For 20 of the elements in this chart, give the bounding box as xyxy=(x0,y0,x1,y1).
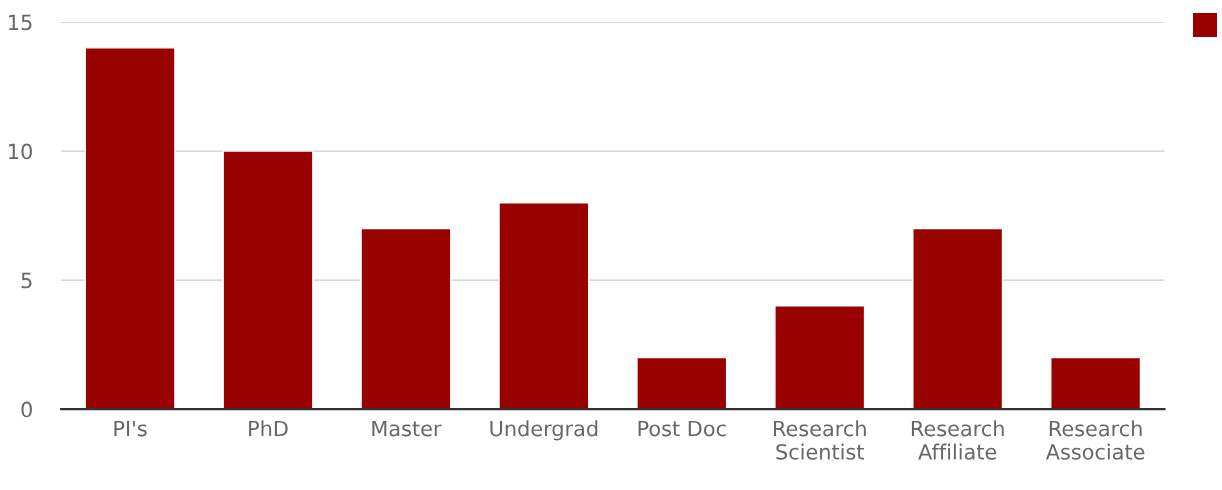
x-tick-label: Research Scientist xyxy=(774,420,866,460)
x-tick-label: PI's xyxy=(114,420,147,437)
bar xyxy=(774,305,866,410)
x-tick-label: Research Affiliate xyxy=(911,420,1004,460)
bar xyxy=(1050,356,1142,410)
y-tick-label: 10 xyxy=(9,143,32,160)
y-tick-label: 5 xyxy=(21,272,32,289)
bar xyxy=(498,202,590,410)
x-tick-label: Undergrad xyxy=(490,420,598,441)
bar xyxy=(912,227,1004,410)
bar xyxy=(222,150,314,410)
y-tick-label: 15 xyxy=(9,14,32,31)
x-tick-label: Master xyxy=(372,420,442,437)
bar xyxy=(360,227,452,410)
x-tick-label: Post Doc xyxy=(638,420,726,437)
x-tick-label: PhD xyxy=(249,420,288,437)
y-tick-label: 0 xyxy=(21,401,32,418)
bar xyxy=(84,47,176,410)
x-tick-label: Research Associate xyxy=(1045,420,1145,460)
bar xyxy=(636,356,728,410)
